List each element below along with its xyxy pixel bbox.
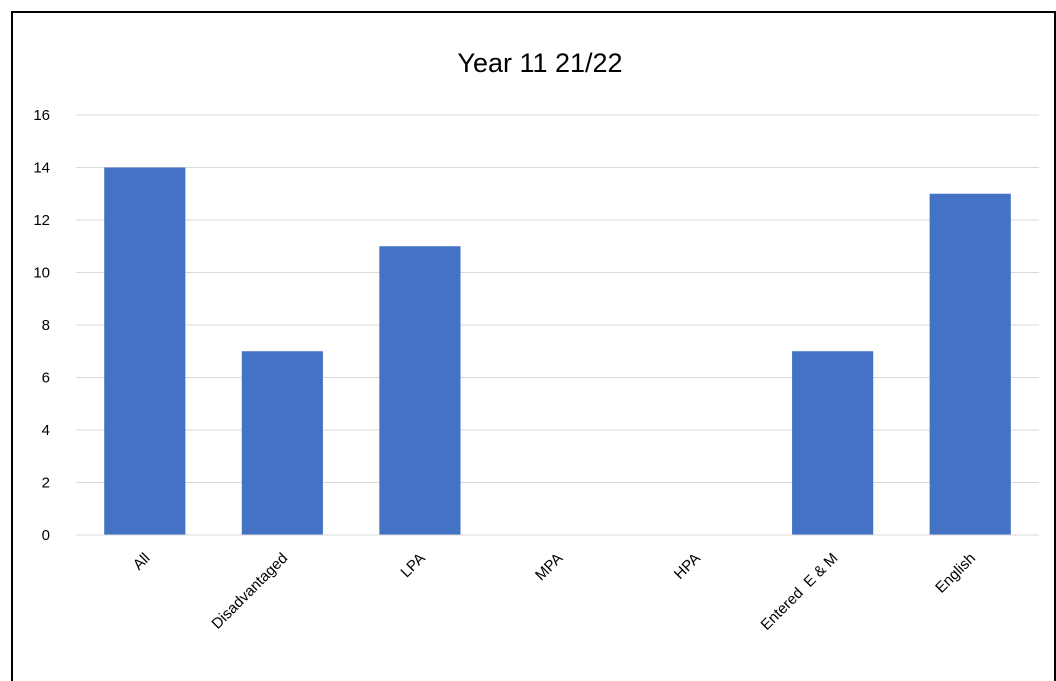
x-category-label: LPA [397,550,428,581]
y-tick-label: 4 [42,422,50,439]
chart-title: Year 11 21/22 [457,48,622,78]
y-tick-label: 10 [33,265,50,282]
gridlines [76,114,1039,483]
x-category-label: Disadvantaged [208,550,291,633]
y-tick-label: 14 [33,160,50,177]
x-category-label: Entered E & M [758,550,842,634]
bars [104,167,1011,535]
y-tick-label: 12 [33,212,50,229]
bar-english [929,193,1011,535]
y-tick-label: 16 [33,107,50,124]
x-category-label: All [130,550,154,574]
bar-disadvantaged [241,351,323,535]
x-category-label: MPA [532,550,566,584]
y-tick-label: 8 [42,317,50,334]
y-axis-ticks: 0 2 4 6 8 10 12 14 16 [33,107,50,544]
y-tick-label: 6 [42,370,50,387]
bar-all [104,167,186,535]
y-tick-label: 0 [42,527,50,544]
y-tick-label: 2 [42,475,50,492]
bar-entered-e-m [792,351,874,535]
x-category-label: English [932,550,979,597]
bar-lpa [379,246,461,535]
x-axis-labels: All Disadvantaged LPA MPA HPA Entered E & M En… [130,550,979,634]
x-category-label: HPA [671,550,704,583]
